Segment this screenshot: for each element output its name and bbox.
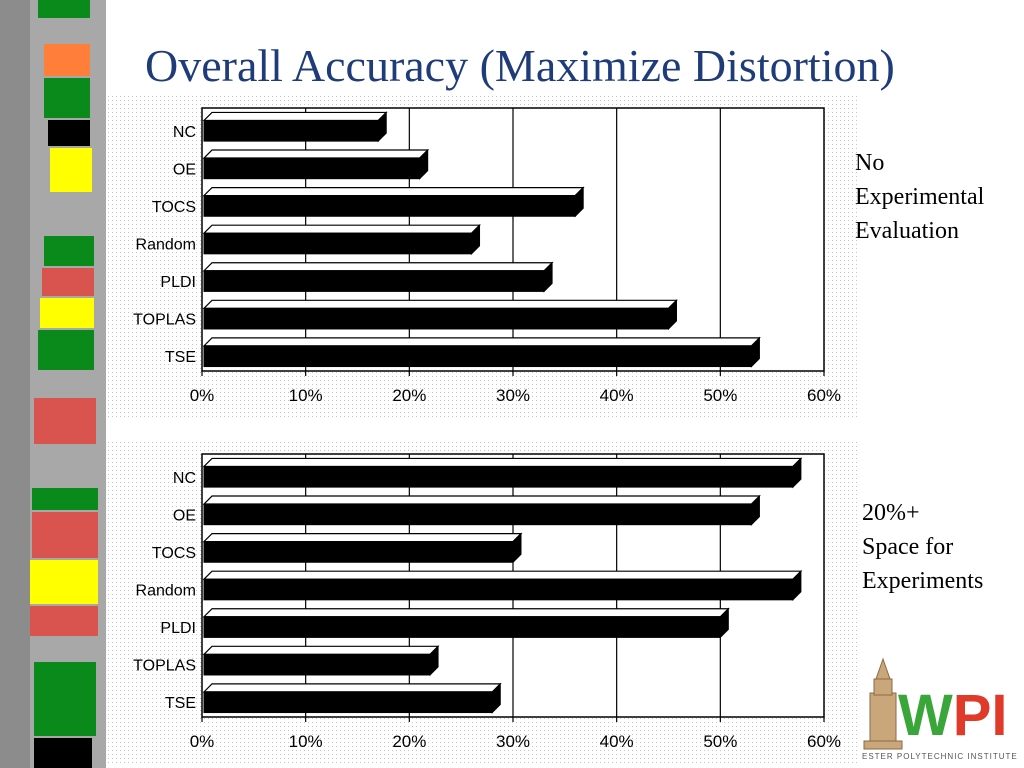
x-tick-label: 30% [496, 732, 530, 751]
bar-front-face [203, 541, 514, 563]
category-label: TOPLAS [133, 312, 196, 329]
category-label: NC [173, 470, 196, 487]
bar-front-face [203, 653, 431, 676]
bar-pldi [202, 261, 554, 293]
bar-front-face [203, 270, 545, 292]
logo-subtext: ESTER POLYTECHNIC INSTITUTE [862, 752, 1018, 761]
bar-top-face [202, 645, 440, 655]
x-tick-label: 40% [600, 732, 634, 751]
x-tick-label: 30% [496, 386, 530, 405]
x-tick-label: 10% [289, 732, 323, 751]
category-label: TSE [165, 695, 196, 712]
bar-front-face [203, 616, 721, 638]
bar-toplas [202, 299, 678, 331]
bar-top-face [202, 608, 730, 618]
category-label: TOCS [152, 545, 196, 562]
bar-front-face [203, 232, 473, 255]
category-label: TOCS [152, 199, 196, 216]
bar-tse [202, 336, 761, 368]
bar-top-face [202, 337, 761, 347]
x-tick-label: 0% [190, 386, 215, 405]
bar-top-face [202, 111, 388, 122]
annotation-bottom-line-3: Experiments [862, 568, 984, 594]
bar-oe [202, 494, 761, 526]
bar-front-face [203, 465, 794, 488]
bar-top-face [202, 495, 761, 505]
category-label: OE [173, 507, 196, 524]
bar-front-face [203, 503, 752, 526]
bar-front-face [203, 578, 794, 601]
bar-tocs [202, 532, 523, 564]
bar-front-face [203, 691, 493, 714]
annotation-top-line-3: Evaluation [855, 218, 959, 244]
x-tick-label: 50% [703, 386, 737, 405]
annotation-top-line-1: No [855, 150, 885, 176]
bar-top-face [202, 149, 430, 159]
x-tick-label: 60% [807, 386, 841, 405]
chart-bottom: 0% 10% 20% 30% 40% 50% 60% NC OE TOCS Random PLDI TO… [108, 442, 858, 764]
bar-random [202, 223, 481, 256]
tower-icon [863, 657, 903, 750]
bar-top-face [202, 532, 523, 543]
annotation-top-line-2: Experimental [855, 184, 985, 210]
chart-bottom-svg: 0% 10% 20% 30% 40% 50% 60% NC OE TOCS Random PLDI TO… [108, 442, 858, 764]
x-tick-label: 50% [703, 732, 737, 751]
bar-top-face [202, 570, 803, 580]
x-tick-label: 20% [392, 732, 426, 751]
chart-top: 0% 10% 20% 30% 40% 50% 60% NC OE TOCS Random PLDI TO… [108, 96, 858, 418]
annotation-bottom-line-2: Space for [862, 534, 954, 560]
bar-toplas [202, 645, 440, 677]
x-tick-label: 20% [392, 386, 426, 405]
bar-front-face [203, 157, 421, 180]
bar-front-face [203, 119, 379, 142]
annotation-bottom: 20%+ Space for Experiments [862, 496, 983, 598]
bar-front-face [203, 345, 752, 368]
x-tick-label: 10% [289, 386, 323, 405]
bar-top-face [202, 299, 678, 309]
bar-pldi [202, 607, 730, 639]
x-tick-label: 40% [600, 386, 634, 405]
category-label: PLDI [160, 620, 196, 637]
category-label: Random [136, 583, 196, 600]
bar-top-face [202, 457, 803, 468]
bar-tse [202, 682, 502, 714]
stripe-blocks [30, 0, 98, 768]
bar-nc [202, 111, 388, 143]
logo-text: WPI [898, 683, 1008, 748]
bar-top-face [202, 186, 585, 197]
annotation-top: No Experimental Evaluation [855, 146, 984, 248]
bar-front-face [203, 195, 576, 217]
bar-top-face [202, 683, 502, 693]
annotation-bottom-line-1: 20%+ [862, 500, 920, 526]
bar-top-face [202, 224, 481, 234]
x-tick-label: 0% [190, 732, 215, 751]
bar-tocs [202, 186, 585, 218]
bar-oe [202, 148, 430, 180]
category-label: Random [136, 237, 196, 254]
bar-nc [202, 457, 803, 489]
wpi-logo: WPI ESTER POLYTECHNIC INSTITUTE [862, 657, 1018, 761]
bar-random [202, 569, 803, 602]
decorative-side-stripe [0, 0, 110, 768]
category-label: PLDI [160, 274, 196, 291]
category-label: OE [173, 161, 196, 178]
category-label: NC [173, 124, 196, 141]
bar-front-face [203, 307, 669, 330]
category-label: TSE [165, 349, 196, 366]
category-label: TOPLAS [133, 658, 196, 675]
bar-top-face [202, 262, 554, 272]
page-title: Overall Accuracy (Maximize Distortion) [145, 40, 895, 91]
chart-top-svg: 0% 10% 20% 30% 40% 50% 60% NC OE TOCS Random PLDI TO… [108, 96, 858, 418]
x-tick-label: 60% [807, 732, 841, 751]
